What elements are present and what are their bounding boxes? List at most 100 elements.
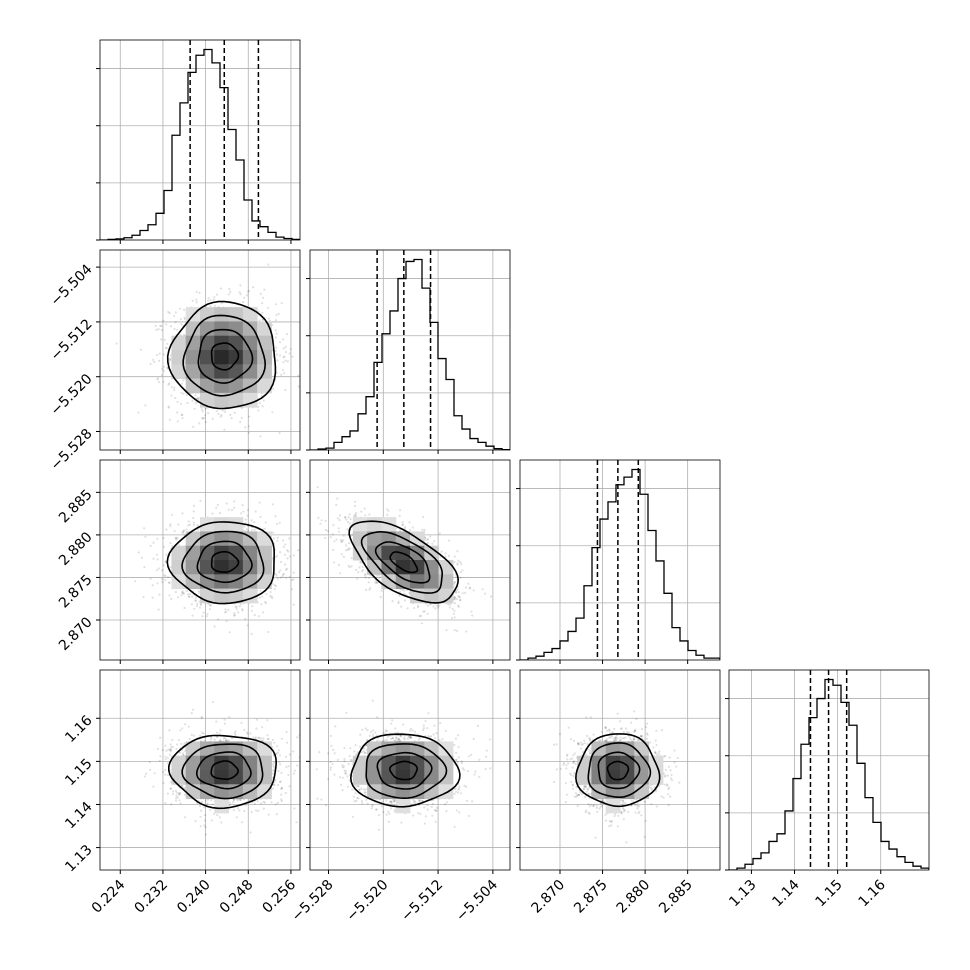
scatter-point: [223, 428, 226, 431]
scatter-point: [233, 411, 236, 414]
scatter-point: [198, 606, 201, 609]
scatter-point: [194, 401, 197, 405]
scatter-point: [160, 374, 163, 377]
scatter-point: [174, 321, 177, 324]
scatter-point: [453, 555, 456, 558]
scatter-point: [254, 510, 257, 513]
scatter-point: [191, 299, 194, 302]
scatter-point: [458, 599, 462, 602]
scatter-point: [457, 595, 460, 598]
scatter-point: [348, 547, 352, 550]
scatter-point: [257, 310, 260, 313]
scatter-point: [271, 597, 274, 600]
scatter-point: [346, 520, 350, 523]
scatter-point: [360, 510, 363, 513]
scatter-point: [359, 561, 362, 564]
scatter-point: [467, 582, 470, 585]
scatter-point: [215, 293, 218, 296]
scatter-point: [429, 603, 432, 606]
scatter-point: [198, 291, 201, 294]
y-tick-label: 2.875: [56, 572, 96, 612]
scatter-point: [217, 412, 220, 415]
scatter-point: [176, 328, 179, 331]
scatter-point: [246, 624, 249, 627]
scatter-point: [458, 596, 461, 599]
scatter-point: [169, 357, 172, 360]
scatter-point: [201, 615, 204, 618]
scatter-point: [350, 556, 353, 560]
scatter-point: [155, 569, 159, 572]
scatter-point: [289, 347, 292, 351]
scatter-point: [169, 325, 173, 328]
density-cell: [214, 531, 230, 547]
scatter-point: [285, 332, 289, 336]
scatter-point: [167, 581, 170, 584]
scatter-point: [458, 595, 461, 598]
scatter-point: [341, 539, 344, 542]
scatter-point: [253, 521, 256, 524]
scatter-point: [427, 537, 430, 541]
scatter-point: [376, 574, 379, 577]
scatter-point: [261, 302, 264, 305]
scatter-point: [175, 538, 178, 541]
scatter-point: [208, 608, 212, 611]
scatter-point: [358, 566, 361, 569]
density-cell: [171, 545, 187, 561]
scatter-point: [229, 290, 232, 293]
scatter-point: [233, 612, 236, 615]
scatter-point: [225, 502, 228, 505]
scatter-point: [170, 386, 173, 389]
scatter-point: [182, 392, 185, 395]
density-cell: [185, 531, 201, 547]
scatter-point: [340, 553, 343, 556]
scatter-point: [453, 629, 456, 632]
scatter-point: [157, 608, 160, 611]
scatter-point: [369, 587, 372, 590]
scatter-point: [340, 540, 343, 543]
scatter-point: [264, 602, 267, 605]
scatter-point: [444, 555, 447, 558]
scatter-point: [282, 356, 285, 359]
contour-3: [166, 521, 276, 605]
scatter-point: [143, 527, 146, 530]
scatter-point: [444, 552, 447, 555]
scatter-point: [176, 420, 179, 423]
scatter-point: [336, 497, 339, 500]
scatter-point: [342, 555, 345, 559]
scatter-point: [178, 333, 182, 337]
scatter-point: [457, 605, 460, 608]
scatter-point: [261, 595, 264, 598]
scatter-point: [361, 565, 364, 569]
scatter-point: [432, 605, 435, 608]
scatter-point: [181, 417, 184, 420]
scatter-point: [459, 560, 462, 564]
scatter-point: [264, 521, 267, 524]
y-tick-label: 2.870: [56, 614, 96, 654]
density-cell: [257, 560, 272, 575]
scatter-point: [353, 514, 356, 517]
scatter-point: [429, 535, 432, 538]
scatter-point: [207, 412, 210, 415]
panel-frame: [99, 249, 301, 451]
scatter-point: [472, 589, 475, 592]
scatter-point: [453, 616, 456, 619]
scatter-point: [274, 336, 278, 339]
scatter-point: [162, 380, 165, 383]
scatter-point: [437, 606, 440, 609]
scatter-point: [149, 544, 152, 548]
scatter-point: [165, 528, 168, 531]
scatter-point: [195, 298, 198, 301]
scatter-point: [134, 580, 137, 583]
scatter-point: [285, 567, 288, 571]
scatter-point: [213, 296, 216, 299]
scatter-point: [292, 554, 295, 557]
density-cell: [257, 378, 272, 394]
scatter-point: [192, 510, 195, 513]
density-cell: [214, 588, 230, 604]
scatter-point: [201, 417, 204, 420]
scatter-point: [449, 602, 452, 606]
scatter-point: [270, 595, 273, 598]
density-cell: [214, 392, 230, 408]
scatter-point: [437, 604, 441, 608]
scatter-point: [347, 548, 350, 552]
